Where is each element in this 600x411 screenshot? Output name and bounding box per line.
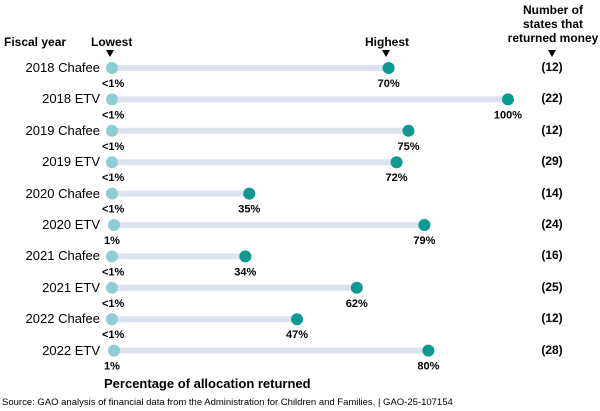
row-label: 2020 Chafee xyxy=(25,185,100,201)
lowest-point xyxy=(107,344,120,357)
row-label: 2019 Chafee xyxy=(25,122,100,138)
lowest-value-label: <1% xyxy=(102,329,125,341)
lowest-point xyxy=(105,124,118,137)
lowest-point xyxy=(105,313,118,326)
state-count: (22) xyxy=(541,91,563,106)
count-arrow-icon xyxy=(548,50,556,57)
row-label: 2022 Chafee xyxy=(25,311,100,327)
lowest-value-label: <1% xyxy=(102,298,125,310)
highest-value-label: 34% xyxy=(234,266,256,278)
highest-point xyxy=(350,281,363,294)
count-header-line-1: Number of xyxy=(523,3,583,17)
row-label: 2021 Chafee xyxy=(25,248,100,264)
lowest-point xyxy=(105,187,118,200)
highest-value-label: 62% xyxy=(346,298,368,310)
state-count: (14) xyxy=(541,185,563,200)
row-label: 2019 ETV xyxy=(42,154,100,170)
row-label: 2022 ETV xyxy=(42,342,100,358)
lowest-point xyxy=(105,93,118,106)
row-label: 2020 ETV xyxy=(42,217,100,232)
state-count: (12) xyxy=(541,60,563,74)
highest-value-label: 75% xyxy=(397,141,419,153)
lowest-value-label: <1% xyxy=(102,141,125,153)
x-axis-label: Percentage of allocation returned xyxy=(104,376,311,391)
highest-point xyxy=(418,219,431,231)
lowest-value-label: <1% xyxy=(102,78,125,90)
highest-value-label: 70% xyxy=(378,78,400,90)
row-label: 2021 ETV xyxy=(42,279,100,295)
lowest-value-label: <1% xyxy=(102,109,125,121)
state-count: (24) xyxy=(541,217,563,231)
lowest-point xyxy=(105,250,118,263)
state-count: (28) xyxy=(541,342,563,357)
row-label: 2018 ETV xyxy=(42,91,100,107)
state-count: (16) xyxy=(541,248,563,263)
highest-point xyxy=(502,93,514,106)
state-count: (12) xyxy=(541,311,563,326)
lowest-arrow-icon xyxy=(106,50,114,57)
source-note: Source: GAO analysis of financial data f… xyxy=(2,397,453,408)
highest-value-label: 80% xyxy=(417,361,439,373)
lowest-point xyxy=(107,219,120,231)
count-header-line-2: states that xyxy=(522,17,584,31)
lowest-value-label: <1% xyxy=(102,266,125,278)
state-count: (29) xyxy=(541,154,563,169)
highest-value-label: 100% xyxy=(494,109,522,121)
highest-point xyxy=(390,156,403,169)
count-header-line-3: returned money xyxy=(507,31,599,45)
highest-header: Highest xyxy=(365,35,410,49)
lowest-value-label: 1% xyxy=(104,235,120,247)
row-label: 2018 Chafee xyxy=(25,60,100,75)
count-header: Number of states that returned money xyxy=(493,3,600,45)
highest-value-label: 47% xyxy=(286,329,308,341)
highest-point xyxy=(239,250,252,263)
lowest-point xyxy=(105,156,118,169)
highest-value-label: 79% xyxy=(413,235,435,247)
state-count: (25) xyxy=(541,279,563,294)
lowest-point xyxy=(105,62,118,74)
state-count: (12) xyxy=(541,122,563,137)
highest-point xyxy=(243,187,256,200)
highest-point xyxy=(422,344,435,357)
lowest-value-label: <1% xyxy=(102,172,125,184)
highest-value-label: 72% xyxy=(386,172,408,184)
highest-point xyxy=(382,62,395,74)
lowest-value-label: 1% xyxy=(104,361,120,373)
lowest-value-label: <1% xyxy=(102,204,125,216)
lowest-point xyxy=(105,281,118,294)
highest-value-label: 35% xyxy=(238,204,260,216)
highest-point xyxy=(402,124,415,137)
highest-arrow-icon xyxy=(382,50,390,57)
highest-point xyxy=(291,313,304,326)
lowest-header: Lowest xyxy=(91,35,133,49)
fiscal-year-header: Fiscal year xyxy=(4,35,67,49)
